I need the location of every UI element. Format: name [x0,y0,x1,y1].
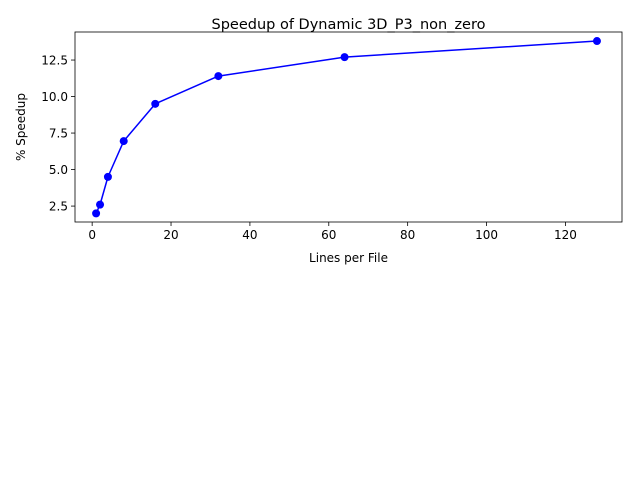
x-tick-label: 60 [321,228,336,242]
series-line [95,40,598,214]
x-tick-label: 20 [163,228,178,242]
y-tick-label: 10.0 [41,90,68,104]
data-point-marker [96,200,105,209]
x-tick-label: 120 [554,228,577,242]
y-tick-label: 2.5 [49,199,68,213]
data-point-marker [103,172,112,181]
plot-frame [74,31,623,223]
data-point-marker [340,53,349,62]
data-point-marker [119,137,128,146]
x-tick-label: 0 [88,228,96,242]
plot-area: 0 20 40 60 80 100 120 2.5 5.0 7.5 10.0 12.5 [41,31,623,242]
chart-title: Speedup of Dynamic 3D_P3_non_zero [211,17,485,33]
x-tick-label: 40 [242,228,257,242]
x-tick-label: 100 [475,228,498,242]
data-point-marker [214,72,223,81]
x-axis-label: Lines per File [309,251,388,265]
data-point-marker [92,209,101,218]
data-point-marker [592,37,601,46]
data-point-marker [151,99,160,108]
y-tick-label: 5.0 [49,163,68,177]
y-axis-label: % Speedup [14,93,28,161]
y-tick-label: 7.5 [49,126,68,140]
x-tick-label: 80 [400,228,415,242]
y-tick-label: 12.5 [41,53,68,67]
